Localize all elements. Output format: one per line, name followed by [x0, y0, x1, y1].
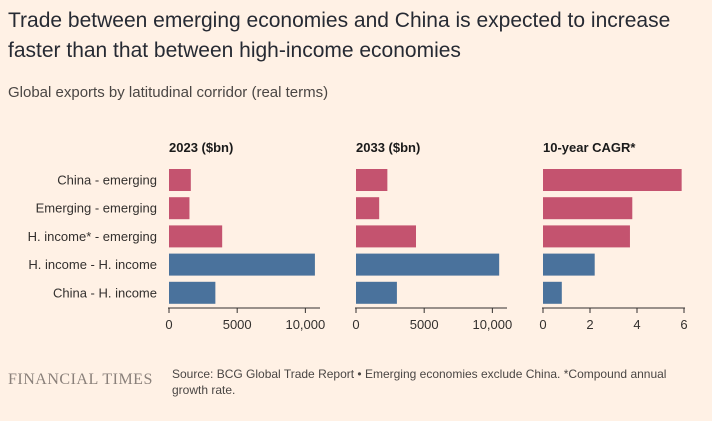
bar-2023-bn-h-income-h-income: [169, 253, 315, 276]
bar-2033-bn-h-income-emerging: [356, 225, 416, 248]
panel-title-2023-bn: 2023 ($bn): [169, 140, 233, 155]
bar-2023-bn-emerging-emerging: [169, 197, 190, 220]
panel-title-2033-bn: 2033 ($bn): [356, 140, 420, 155]
tick-label-2033-bn-1: 5000: [410, 317, 439, 332]
panel-title-10-year-cagr: 10-year CAGR*: [543, 140, 636, 155]
tick-label-2023-bn-0: 0: [165, 317, 172, 332]
tick-label-2023-bn-1: 5000: [223, 317, 252, 332]
category-label-emerging-emerging: Emerging - emerging: [36, 201, 157, 216]
source-note: Source: BCG Global Trade Report • Emergi…: [172, 367, 667, 397]
bar-2023-bn-china-emerging: [169, 169, 191, 191]
tick-label-10-year-cagr-2: 4: [633, 317, 640, 332]
tick-label-2033-bn-2: 10,000: [472, 317, 512, 332]
bar-2023-bn-h-income-emerging: [169, 225, 223, 248]
chart-subtitle: Global exports by latitudinal corridor (…: [8, 84, 329, 101]
tick-label-10-year-cagr-0: 0: [539, 317, 546, 332]
tick-label-10-year-cagr-3: 6: [680, 317, 687, 332]
bar-10-year-cagr-china-emerging: [543, 169, 682, 191]
bar-2023-bn-china-h-income: [169, 281, 216, 304]
bar-2033-bn-emerging-emerging: [356, 197, 380, 220]
bar-10-year-cagr-h-income-h-income: [543, 253, 595, 276]
bar-2033-bn-china-h-income: [356, 281, 397, 304]
bar-10-year-cagr-china-h-income: [543, 281, 562, 304]
category-label-h-income-h-income: H. income - H. income: [28, 257, 157, 272]
bar-10-year-cagr-emerging-emerging: [543, 197, 633, 220]
bar-10-year-cagr-h-income-emerging: [543, 225, 630, 248]
tick-label-2033-bn-0: 0: [352, 317, 359, 332]
category-label-china-emerging: China - emerging: [57, 173, 157, 188]
category-label-china-h-income: China - H. income: [53, 285, 157, 300]
bar-2033-bn-h-income-h-income: [356, 253, 500, 276]
category-label-h-income-emerging: H. income* - emerging: [28, 229, 157, 244]
bar-2033-bn-china-emerging: [356, 169, 388, 191]
tick-label-10-year-cagr-1: 2: [586, 317, 593, 332]
chart-title: Trade between emerging economies and Chi…: [8, 9, 671, 62]
tick-label-2023-bn-2: 10,000: [285, 317, 325, 332]
financial-times-logo: FINANCIAL TIMES: [8, 371, 153, 388]
